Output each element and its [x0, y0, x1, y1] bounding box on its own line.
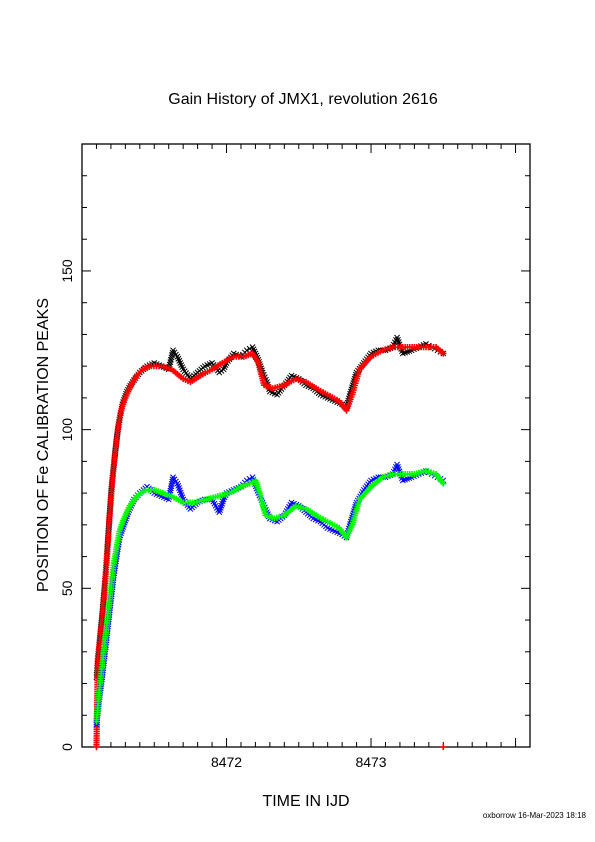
plot-frame [81, 143, 531, 748]
data-point [167, 485, 174, 492]
y-tick-label: 100 [59, 418, 75, 442]
y-tick-label: 0 [59, 743, 75, 751]
x-tick-label: 8472 [211, 754, 242, 770]
footer-credit: oxborrow 16-Mar-2023 18:18 [483, 811, 587, 820]
data-point [168, 480, 175, 487]
x-axis-label: TIME IN IJD [262, 793, 349, 810]
chart-title: Gain History of JMX1, revolution 2616 [168, 91, 438, 108]
series-group [93, 461, 447, 728]
y-tick-label: 150 [59, 259, 75, 283]
y-tick-label: 50 [59, 580, 75, 596]
data-point [440, 743, 447, 751]
axis-ticks [82, 143, 531, 748]
data-point [440, 350, 447, 357]
axis-tick-labels: 8472 8473 0 50 100 150 [59, 259, 387, 770]
data-point [167, 487, 174, 494]
data-point [169, 476, 176, 483]
data-point [440, 480, 447, 487]
data-point [168, 483, 175, 490]
y-axis-label: POSITION OF Fe CALIBRATION PEAKS [35, 298, 52, 592]
series-group [93, 344, 447, 751]
x-tick-label: 8473 [355, 754, 386, 770]
series-group [93, 467, 447, 725]
data-series [93, 334, 447, 751]
